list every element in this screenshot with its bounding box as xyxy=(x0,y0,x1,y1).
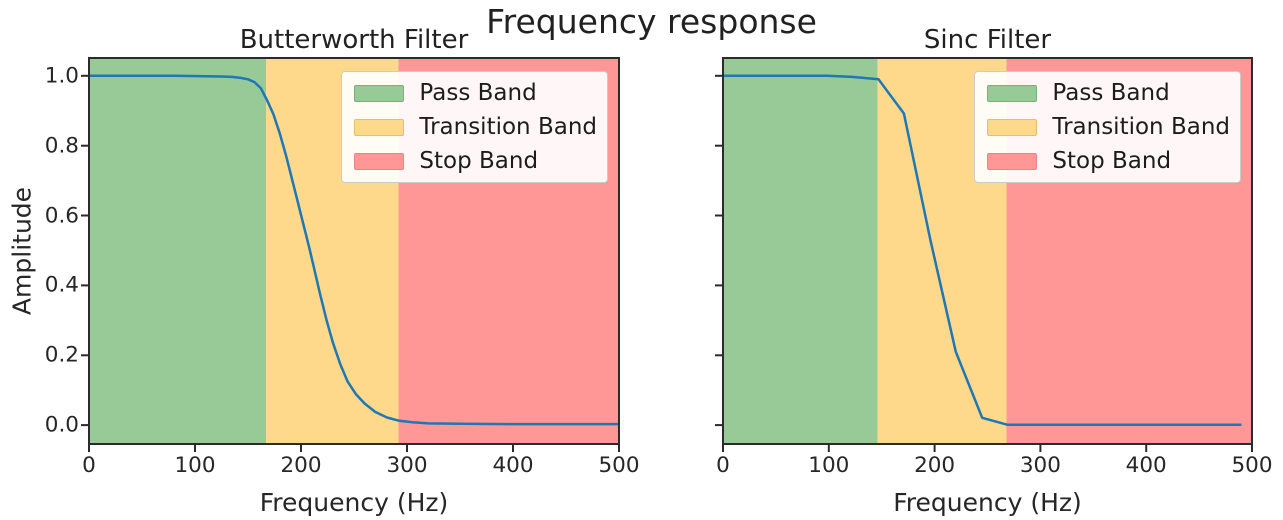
figure-title: Frequency response xyxy=(486,2,817,41)
x-tick-label: 400 xyxy=(492,453,534,478)
y-axis-label: Amplitude xyxy=(7,186,37,316)
legend-item-transition-band: Transition Band xyxy=(987,110,1230,144)
legend-sinc: Pass Band Transition Band Stop Band xyxy=(974,71,1241,183)
legend-item-stop-band: Stop Band xyxy=(987,144,1230,178)
y-tick-label: 0.2 xyxy=(44,342,79,368)
legend-swatch-pass-band xyxy=(987,84,1038,102)
axes-spines xyxy=(722,57,1253,445)
x-axis-label-butterworth: Frequency (Hz) xyxy=(259,488,449,517)
y-tick-label: 0.8 xyxy=(44,132,79,158)
subplot-butterworth: Butterworth Filter Amplitude Pass Band Tr… xyxy=(8,25,640,517)
sinc-response-curve xyxy=(723,74,1242,427)
pass-band-region xyxy=(723,58,878,444)
x-tick-label: 200 xyxy=(280,453,322,478)
legend-label: Pass Band xyxy=(419,80,537,106)
x-tick-label: 0 xyxy=(716,453,730,478)
y-tick-label: 0.6 xyxy=(44,202,79,228)
legend-label: Stop Band xyxy=(1052,148,1172,174)
legend-item-transition-band: Transition Band xyxy=(354,110,597,144)
x-tick-label: 100 xyxy=(174,453,216,478)
x-tick-label: 300 xyxy=(386,453,428,478)
legend-swatch-stop-band xyxy=(987,152,1038,170)
x-tick-label: 200 xyxy=(914,453,956,478)
legend-item-stop-band: Stop Band xyxy=(354,144,597,178)
legend-swatch-stop-band xyxy=(354,152,405,170)
x-tick-label: 300 xyxy=(1019,453,1061,478)
legend-swatch-transition-band xyxy=(987,118,1038,136)
legend-label: Pass Band xyxy=(1052,80,1170,106)
x-tick-label: 400 xyxy=(1125,453,1167,478)
y-tick-label: 0.4 xyxy=(44,272,79,298)
pass-band-region xyxy=(89,58,266,444)
x-tick-label: 500 xyxy=(598,453,640,478)
legend-item-pass-band: Pass Band xyxy=(354,76,597,110)
subplot-sinc: Sinc Filter Pass Band Transition Band Stop… xyxy=(715,25,1273,517)
x-tick-label: 100 xyxy=(808,453,850,478)
legend-label: Transition Band xyxy=(419,114,597,140)
axes-spines xyxy=(88,57,620,445)
legend-butterworth: Pass Band Transition Band Stop Band xyxy=(341,71,608,183)
x-axis-label-sinc: Frequency (Hz) xyxy=(893,488,1082,517)
subplot-title-sinc: Sinc Filter xyxy=(923,25,1052,55)
x-tick-label: 500 xyxy=(1231,453,1273,478)
legend-swatch-pass-band xyxy=(354,84,405,102)
legend-item-pass-band: Pass Band xyxy=(987,76,1230,110)
butterworth-response-curve xyxy=(89,74,619,426)
y-tick-label: 1.0 xyxy=(44,63,79,89)
legend-label: Transition Band xyxy=(1052,114,1230,140)
y-tick-label: 0.0 xyxy=(44,412,79,438)
legend-swatch-transition-band xyxy=(354,118,405,136)
x-tick-label: 0 xyxy=(82,453,96,478)
legend-label: Stop Band xyxy=(419,148,539,174)
subplot-title-butterworth: Butterworth Filter xyxy=(239,25,469,55)
